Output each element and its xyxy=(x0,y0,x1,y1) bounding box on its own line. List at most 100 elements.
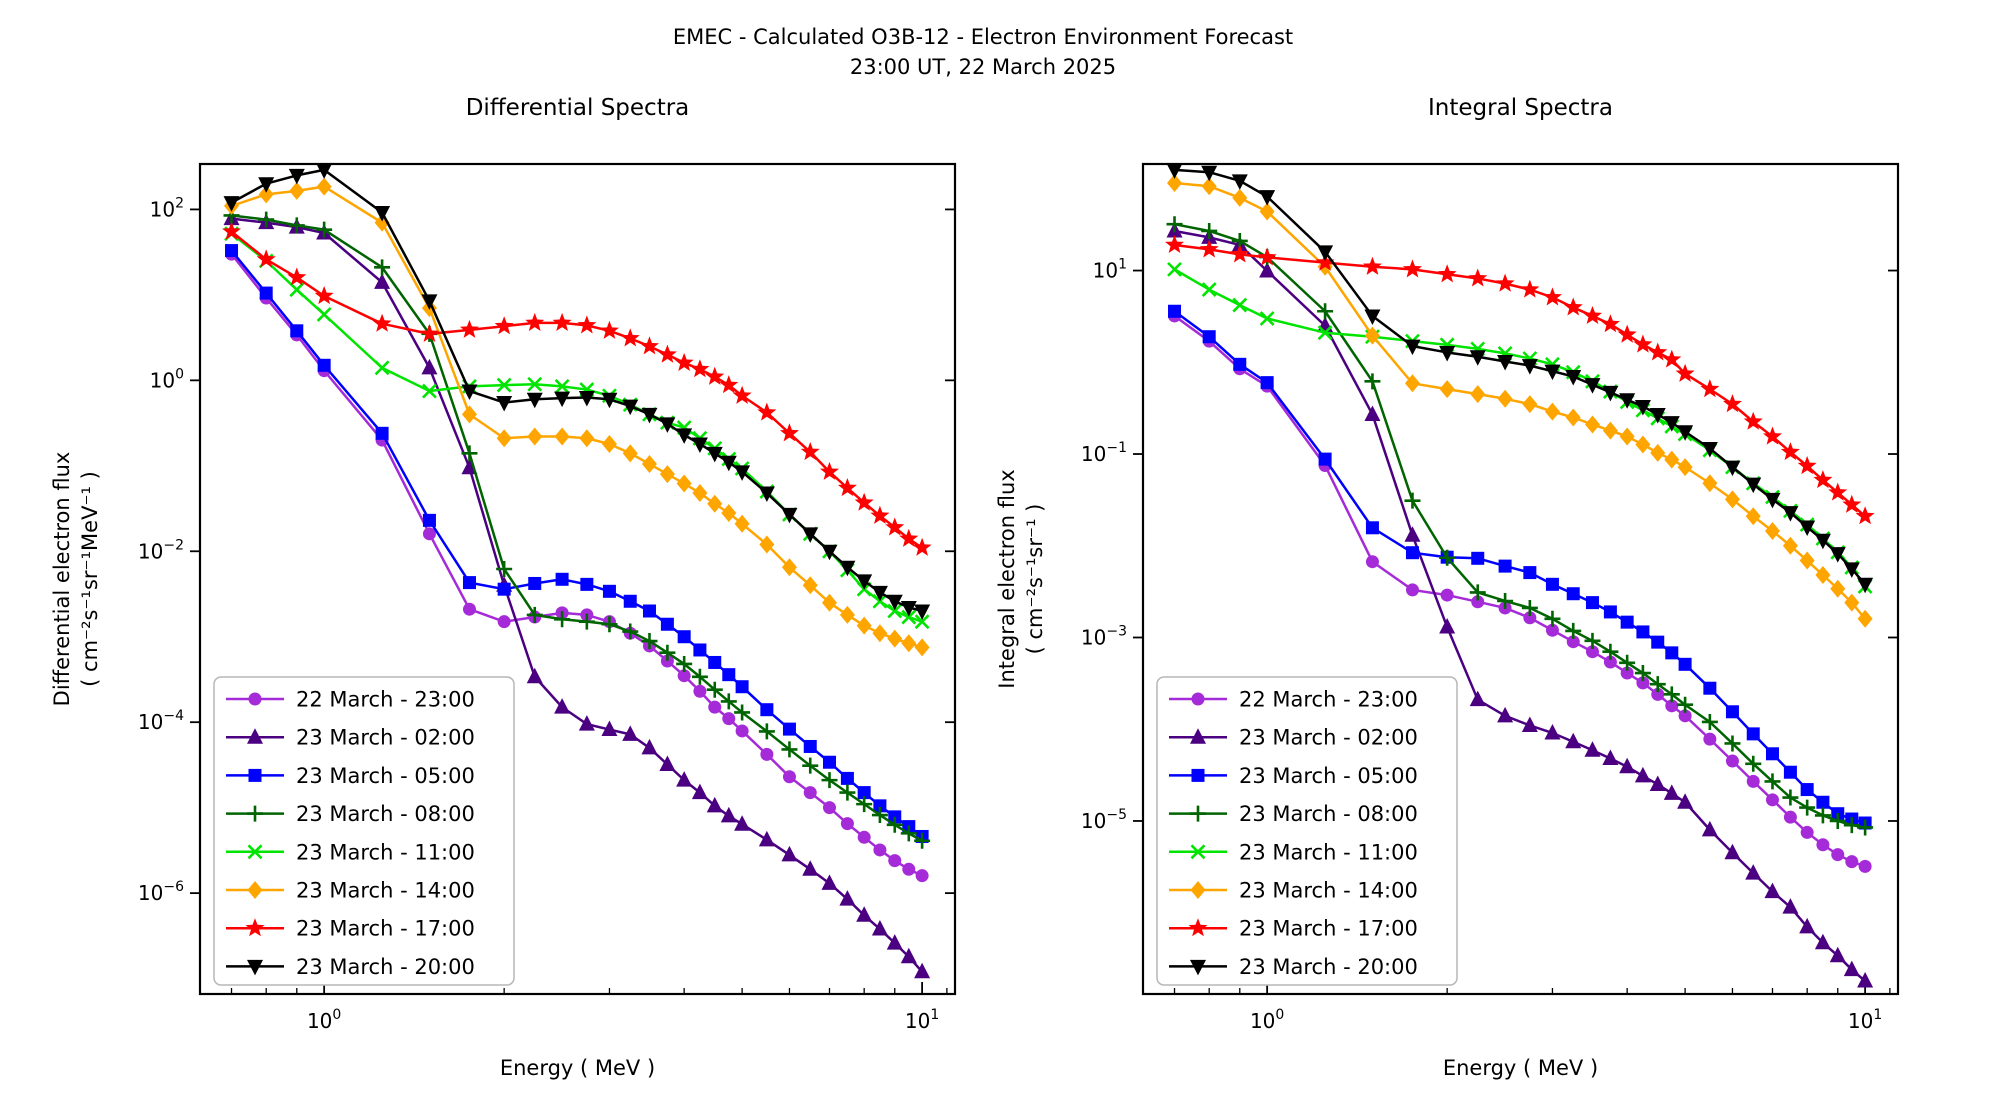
series-marker xyxy=(915,869,929,883)
plus-marker-shape xyxy=(247,805,263,822)
series-marker xyxy=(1635,435,1651,454)
diamond-marker-shape xyxy=(1404,374,1420,393)
series-line xyxy=(231,185,923,649)
plus-marker-shape xyxy=(1201,222,1218,239)
triangle-up-marker-shape xyxy=(1190,728,1206,744)
star-marker-shape xyxy=(1542,287,1562,306)
series-marker xyxy=(1783,765,1797,779)
series-marker xyxy=(1565,369,1582,386)
star-marker-shape xyxy=(1675,363,1695,382)
series-marker xyxy=(720,806,737,823)
star-marker-shape xyxy=(819,461,839,480)
series-marker xyxy=(885,517,905,536)
x-marker-shape xyxy=(374,360,390,376)
legend: 22 March - 23:00 23 March - 02:00 23 March… xyxy=(1156,676,1458,986)
series-line xyxy=(230,230,923,549)
triangle-down-marker-shape xyxy=(1497,354,1514,371)
plus-marker-shape xyxy=(871,807,888,824)
star-marker-shape xyxy=(245,918,265,937)
series-23-march---14-00 xyxy=(1167,174,1873,628)
legend-item-label: 23 March - 20:00 xyxy=(296,955,475,979)
star-marker-shape xyxy=(779,423,799,442)
series-marker xyxy=(1585,596,1599,610)
diamond-marker-shape xyxy=(1544,402,1560,421)
legend-marker xyxy=(1190,728,1206,744)
square-marker-shape xyxy=(462,576,476,590)
triangle-down-marker-shape xyxy=(839,560,856,577)
triangle-up-marker-shape xyxy=(1259,261,1276,278)
series-marker xyxy=(1317,325,1333,341)
x-axis-label-differential: Energy ( MeV ) xyxy=(499,1056,656,1080)
circle-marker-shape xyxy=(1746,774,1760,788)
circle-marker-shape xyxy=(1566,635,1580,649)
plus-marker-shape xyxy=(734,704,751,721)
triangle-down-marker-shape xyxy=(1677,425,1694,441)
circle-marker-shape xyxy=(888,854,902,868)
series-marker xyxy=(839,784,856,801)
series-marker xyxy=(708,655,722,669)
triangle-down-marker-shape xyxy=(1649,407,1666,424)
square-marker-shape xyxy=(1783,765,1797,779)
series-marker xyxy=(1797,456,1817,475)
series-marker xyxy=(873,799,887,813)
circle-marker-shape xyxy=(915,869,929,883)
series-marker xyxy=(1764,492,1781,509)
y-tick-label: 101 xyxy=(1093,257,1127,283)
plus-marker-shape xyxy=(659,644,676,661)
series-marker xyxy=(258,185,274,204)
series-marker xyxy=(577,315,597,334)
legend-item-label: 23 March - 11:00 xyxy=(1239,840,1418,864)
series-marker xyxy=(757,402,777,421)
figure-title: EMEC - Calculated O3B-12 - Electron Envi… xyxy=(672,25,1294,49)
series-marker xyxy=(781,845,798,862)
series-marker xyxy=(760,747,774,761)
series-marker xyxy=(1816,838,1830,852)
triangle-up-marker-shape xyxy=(802,860,819,876)
triangle-up-marker-shape xyxy=(900,947,917,964)
series-marker xyxy=(1649,676,1666,693)
diamond-marker-shape xyxy=(1439,380,1455,399)
series-marker xyxy=(1665,646,1679,660)
series-marker xyxy=(1542,287,1562,306)
series-marker xyxy=(1167,174,1183,193)
triangle-up-marker-shape xyxy=(1701,820,1718,837)
square-marker-shape xyxy=(259,286,273,300)
series-marker xyxy=(1765,747,1779,761)
series-marker xyxy=(461,384,478,401)
square-marker-shape xyxy=(1405,546,1419,560)
plus-marker-shape xyxy=(1814,807,1831,824)
series-marker xyxy=(1675,363,1695,382)
series-marker xyxy=(1857,972,1874,988)
triangle-up-marker-shape xyxy=(1544,723,1561,740)
triangle-down-marker-shape xyxy=(641,407,658,424)
star-marker-shape xyxy=(732,385,752,404)
series-marker xyxy=(1315,252,1335,271)
circle-marker-shape xyxy=(735,724,749,738)
series-marker xyxy=(259,286,273,300)
series-marker xyxy=(1439,549,1456,566)
series-marker xyxy=(676,771,693,787)
series-marker xyxy=(1232,188,1248,207)
star-marker-shape xyxy=(1188,918,1208,937)
series-marker xyxy=(462,576,476,590)
diamond-marker-shape xyxy=(914,638,930,657)
square-marker-shape xyxy=(660,617,674,631)
star-marker-shape xyxy=(837,478,857,497)
series-marker xyxy=(821,874,838,890)
star-marker-shape xyxy=(1743,411,1763,430)
series-marker xyxy=(914,638,930,657)
series-marker xyxy=(706,796,723,813)
series-marker xyxy=(374,206,391,222)
diamond-marker-shape xyxy=(1664,450,1680,469)
legend-item-label: 23 March - 05:00 xyxy=(296,764,475,788)
triangle-down-marker-shape xyxy=(1634,399,1651,416)
x-tick-label: 101 xyxy=(905,1007,939,1033)
triangle-up-marker-shape xyxy=(720,806,737,823)
triangle-down-marker-shape xyxy=(1231,174,1248,190)
series-marker xyxy=(459,319,479,338)
triangle-down-marker-shape xyxy=(1364,309,1381,325)
diamond-marker-shape xyxy=(461,405,477,424)
series-marker xyxy=(1566,635,1580,649)
circle-marker-shape xyxy=(708,700,722,714)
diamond-marker-shape xyxy=(527,427,543,446)
